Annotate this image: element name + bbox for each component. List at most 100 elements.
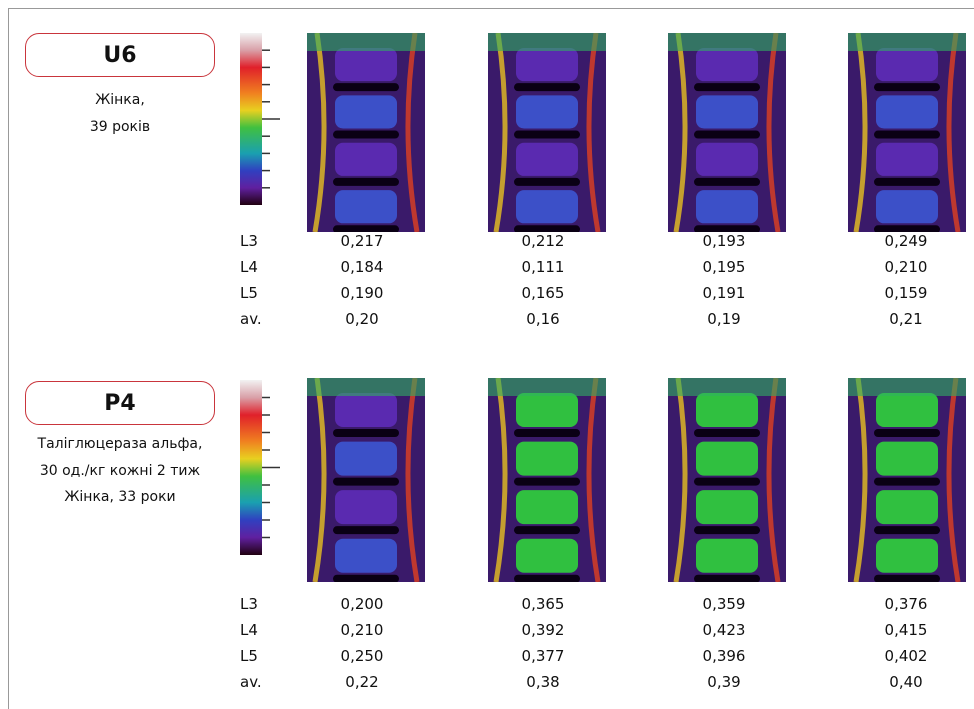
description-line: 39 років bbox=[14, 114, 226, 141]
mri-image bbox=[488, 378, 606, 582]
vertebra bbox=[876, 48, 938, 81]
disc bbox=[694, 178, 760, 186]
table-cell: 0,376 bbox=[885, 595, 928, 613]
table-cell: 0,16 bbox=[526, 310, 559, 328]
vertebra bbox=[696, 190, 758, 223]
vertebra bbox=[696, 48, 758, 81]
scale-bar bbox=[240, 380, 262, 555]
description-line: Жінка, bbox=[14, 87, 226, 114]
table-cell: 0,184 bbox=[341, 258, 384, 276]
vertebra bbox=[335, 490, 397, 524]
color-scale bbox=[240, 33, 285, 205]
table-cell: 0,193 bbox=[703, 232, 746, 250]
mri-image bbox=[307, 378, 425, 582]
table-cell: 0,38 bbox=[526, 673, 559, 691]
frame-line bbox=[8, 8, 9, 709]
disc bbox=[333, 178, 399, 186]
mri-image bbox=[307, 33, 425, 232]
table-row: L50,2500,3770,3960,402 bbox=[240, 647, 940, 673]
vertebra bbox=[516, 393, 578, 427]
patient-label: U6 bbox=[25, 33, 215, 77]
disc bbox=[694, 225, 760, 232]
table-cell: 0,190 bbox=[341, 284, 384, 302]
vertebra bbox=[696, 393, 758, 427]
disc bbox=[874, 575, 940, 582]
table-cell: 0,212 bbox=[522, 232, 565, 250]
row-label: L4 bbox=[240, 621, 258, 639]
disc bbox=[694, 526, 760, 534]
vertebra bbox=[876, 393, 938, 427]
patient-description: Жінка,39 років bbox=[14, 87, 226, 140]
disc bbox=[333, 225, 399, 232]
vertebra bbox=[876, 490, 938, 524]
table-cell: 0,365 bbox=[522, 595, 565, 613]
vertebra bbox=[696, 490, 758, 524]
description-line: Жінка, 33 роки bbox=[14, 484, 226, 511]
disc bbox=[874, 526, 940, 534]
table-cell: 0,40 bbox=[889, 673, 922, 691]
vertebra bbox=[516, 95, 578, 128]
mri-image bbox=[668, 33, 786, 232]
disc bbox=[333, 478, 399, 486]
table-cell: 0,249 bbox=[885, 232, 928, 250]
table-cell: 0,165 bbox=[522, 284, 565, 302]
table-cell: 0,217 bbox=[341, 232, 384, 250]
table-cell: 0,377 bbox=[522, 647, 565, 665]
vertebra bbox=[335, 190, 397, 223]
vertebra bbox=[335, 442, 397, 476]
disc bbox=[694, 478, 760, 486]
table-cell: 0,392 bbox=[522, 621, 565, 639]
vertebra bbox=[876, 95, 938, 128]
edge-glow bbox=[488, 378, 606, 396]
disc bbox=[694, 575, 760, 582]
row-label: L5 bbox=[240, 284, 258, 302]
disc bbox=[874, 178, 940, 186]
table-cell: 0,415 bbox=[885, 621, 928, 639]
row-label: L4 bbox=[240, 258, 258, 276]
disc bbox=[874, 225, 940, 232]
vertebra bbox=[876, 190, 938, 223]
disc bbox=[514, 478, 580, 486]
disc bbox=[514, 178, 580, 186]
disc bbox=[514, 429, 580, 437]
disc bbox=[694, 131, 760, 139]
disc bbox=[694, 83, 760, 91]
vertebra bbox=[876, 442, 938, 476]
mri-image bbox=[848, 378, 966, 582]
table-cell: 0,20 bbox=[345, 310, 378, 328]
vertebra bbox=[516, 48, 578, 81]
disc bbox=[514, 575, 580, 582]
table-cell: 0,22 bbox=[345, 673, 378, 691]
vertebra bbox=[335, 539, 397, 573]
disc bbox=[874, 83, 940, 91]
vertebra bbox=[516, 490, 578, 524]
disc bbox=[514, 225, 580, 232]
disc bbox=[514, 526, 580, 534]
edge-glow bbox=[307, 378, 425, 396]
table-cell: 0,396 bbox=[703, 647, 746, 665]
patient-label: P4 bbox=[25, 381, 215, 425]
vertebra bbox=[696, 442, 758, 476]
vertebra bbox=[696, 95, 758, 128]
vertebra bbox=[335, 95, 397, 128]
edge-glow bbox=[848, 378, 966, 396]
row-label: av. bbox=[240, 310, 262, 328]
description-line: Таліглюцераза альфа, bbox=[14, 431, 226, 458]
vertebra bbox=[876, 539, 938, 573]
disc bbox=[694, 429, 760, 437]
row-label: av. bbox=[240, 673, 262, 691]
vertebra bbox=[516, 190, 578, 223]
vertebra bbox=[335, 143, 397, 176]
edge-glow bbox=[488, 33, 606, 51]
disc bbox=[874, 429, 940, 437]
mri-image bbox=[668, 378, 786, 582]
edge-glow bbox=[668, 378, 786, 396]
vertebra bbox=[876, 143, 938, 176]
vertebra bbox=[696, 143, 758, 176]
edge-glow bbox=[668, 33, 786, 51]
